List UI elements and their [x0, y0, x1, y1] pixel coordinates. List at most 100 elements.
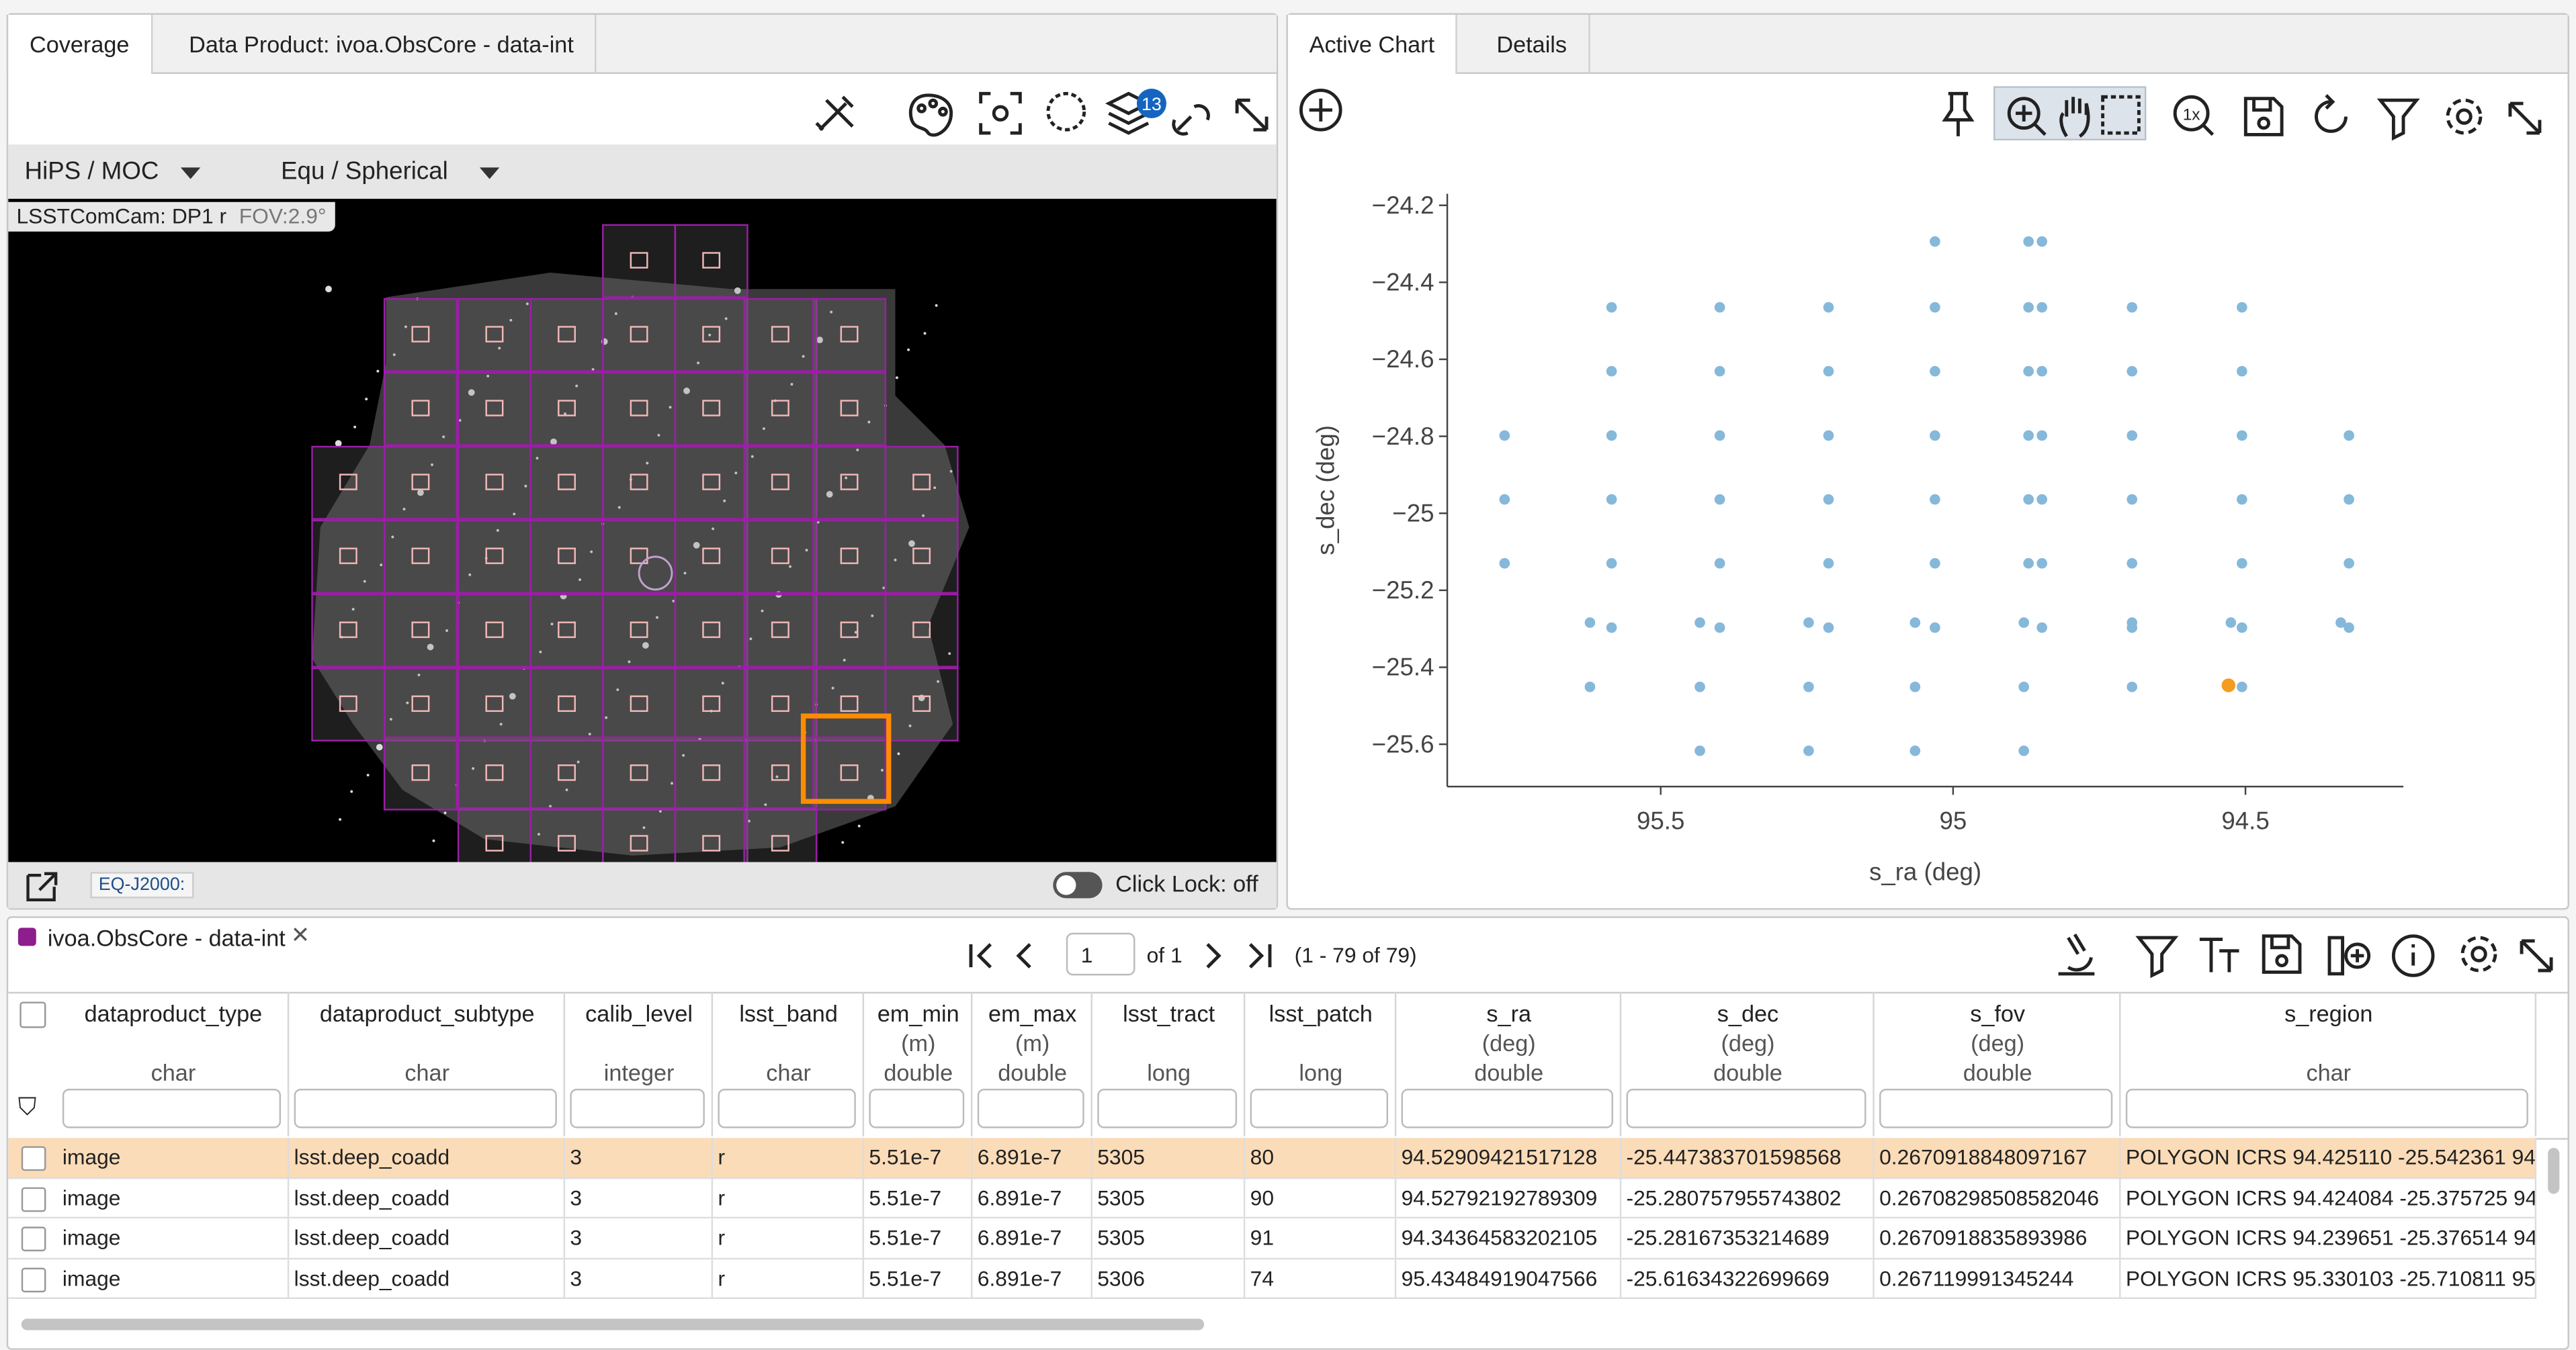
column-name[interactable]: lsst_tract	[1092, 1000, 1245, 1026]
point[interactable]	[2018, 682, 2029, 692]
v-scrollbar[interactable]	[2548, 1148, 2559, 1194]
column-filter[interactable]	[1250, 1089, 1388, 1128]
point[interactable]	[1930, 236, 1940, 247]
sky-image[interactable]	[8, 199, 1277, 862]
point[interactable]	[2237, 623, 2247, 633]
point[interactable]	[2127, 302, 2137, 313]
point[interactable]	[2344, 558, 2354, 569]
chart-toolbar[interactable]: 1x	[1928, 84, 2561, 143]
point[interactable]	[1694, 682, 1705, 692]
point[interactable]	[2127, 558, 2137, 569]
point[interactable]	[2023, 558, 2034, 569]
point[interactable]	[2036, 494, 2047, 505]
column-name[interactable]: calib_level	[565, 1000, 713, 1026]
point[interactable]	[1823, 623, 1834, 633]
column-filter[interactable]	[1879, 1089, 2112, 1128]
point[interactable]	[2023, 494, 2034, 505]
hips-menu[interactable]: HiPS / MOC	[25, 158, 159, 186]
point[interactable]	[2237, 494, 2247, 505]
point[interactable]	[2237, 431, 2247, 441]
point[interactable]	[2127, 682, 2137, 692]
point[interactable]	[1823, 366, 1834, 377]
open-icon[interactable]	[25, 870, 61, 903]
point[interactable]	[1715, 558, 1725, 569]
select-all[interactable]	[19, 1001, 46, 1028]
point[interactable]	[1585, 682, 1596, 692]
point[interactable]	[1803, 617, 1814, 628]
point[interactable]	[1930, 302, 1940, 313]
point[interactable]	[1930, 558, 1940, 569]
point[interactable]	[2127, 366, 2137, 377]
point[interactable]	[2127, 623, 2137, 633]
point[interactable]	[2036, 558, 2047, 569]
point[interactable]	[1715, 366, 1725, 377]
point[interactable]	[2237, 302, 2247, 313]
point[interactable]	[1715, 494, 1725, 505]
column-name[interactable]: em_max	[972, 1000, 1092, 1026]
point[interactable]	[2036, 236, 2047, 247]
pager-prev[interactable]	[964, 940, 1079, 973]
column-filter[interactable]	[978, 1089, 1084, 1128]
point[interactable]	[2023, 431, 2034, 441]
column-filter[interactable]	[62, 1089, 281, 1128]
point[interactable]	[1930, 623, 1940, 633]
point[interactable]	[1803, 682, 1814, 692]
row-checkbox[interactable]	[22, 1187, 46, 1212]
point[interactable]	[1694, 746, 1705, 756]
column-name[interactable]: s_region	[2120, 1000, 2536, 1026]
point[interactable]	[2023, 366, 2034, 377]
table-title[interactable]: ivoa.ObsCore - data-int	[48, 925, 286, 951]
row-checkbox[interactable]	[22, 1267, 46, 1292]
point[interactable]	[1606, 302, 1617, 313]
point[interactable]	[1803, 746, 1814, 756]
point[interactable]	[2237, 558, 2247, 569]
column-filter[interactable]	[294, 1089, 557, 1128]
page-input[interactable]: 1	[1066, 933, 1135, 976]
column-filter[interactable]	[570, 1089, 704, 1128]
point[interactable]	[1606, 623, 1617, 633]
tab[interactable]: Coverage	[7, 15, 153, 74]
point[interactable]	[1823, 302, 1834, 313]
point[interactable]	[1930, 494, 1940, 505]
point[interactable]	[1930, 366, 1940, 377]
point[interactable]	[1715, 623, 1725, 633]
point[interactable]	[1500, 558, 1510, 569]
point[interactable]	[2127, 494, 2137, 505]
point[interactable]	[1909, 682, 1920, 692]
point[interactable]	[2237, 366, 2247, 377]
column-filter[interactable]	[1097, 1089, 1237, 1128]
pager-next[interactable]	[1197, 940, 1289, 973]
point[interactable]	[2023, 302, 2034, 313]
point[interactable]	[2237, 682, 2247, 692]
point[interactable]	[2344, 494, 2354, 505]
image-toolbar[interactable]: 13	[806, 84, 1283, 143]
column-name[interactable]: lsst_band	[713, 1000, 864, 1026]
point[interactable]	[1715, 302, 1725, 313]
column-name[interactable]: s_fov	[1875, 1000, 2121, 1026]
point[interactable]	[1823, 558, 1834, 569]
point[interactable]	[1500, 431, 1510, 441]
point[interactable]	[2335, 617, 2346, 628]
column-filter[interactable]	[1627, 1089, 1866, 1128]
point[interactable]	[1694, 617, 1705, 628]
point[interactable]	[2023, 236, 2034, 247]
point[interactable]	[1606, 494, 1617, 505]
column-name[interactable]: em_min	[864, 1000, 972, 1026]
point[interactable]	[1500, 494, 1510, 505]
click-lock[interactable]: Click Lock: off	[1115, 870, 1258, 897]
point[interactable]	[2036, 623, 2047, 633]
point[interactable]	[1606, 431, 1617, 441]
column-filter[interactable]	[1402, 1089, 1613, 1128]
point[interactable]	[1823, 431, 1834, 441]
filter-icon[interactable]: ⛉	[18, 1093, 37, 1122]
column-name[interactable]: lsst_patch	[1245, 1000, 1396, 1026]
row-checkbox[interactable]	[22, 1146, 46, 1171]
point[interactable]	[2036, 431, 2047, 441]
point[interactable]	[1909, 746, 1920, 756]
point[interactable]	[2225, 617, 2236, 628]
column-filter[interactable]	[869, 1089, 964, 1128]
point[interactable]	[2036, 302, 2047, 313]
highlighted-point[interactable]	[2222, 678, 2236, 692]
tab[interactable]: Details	[1475, 15, 1590, 73]
point[interactable]	[1909, 617, 1920, 628]
